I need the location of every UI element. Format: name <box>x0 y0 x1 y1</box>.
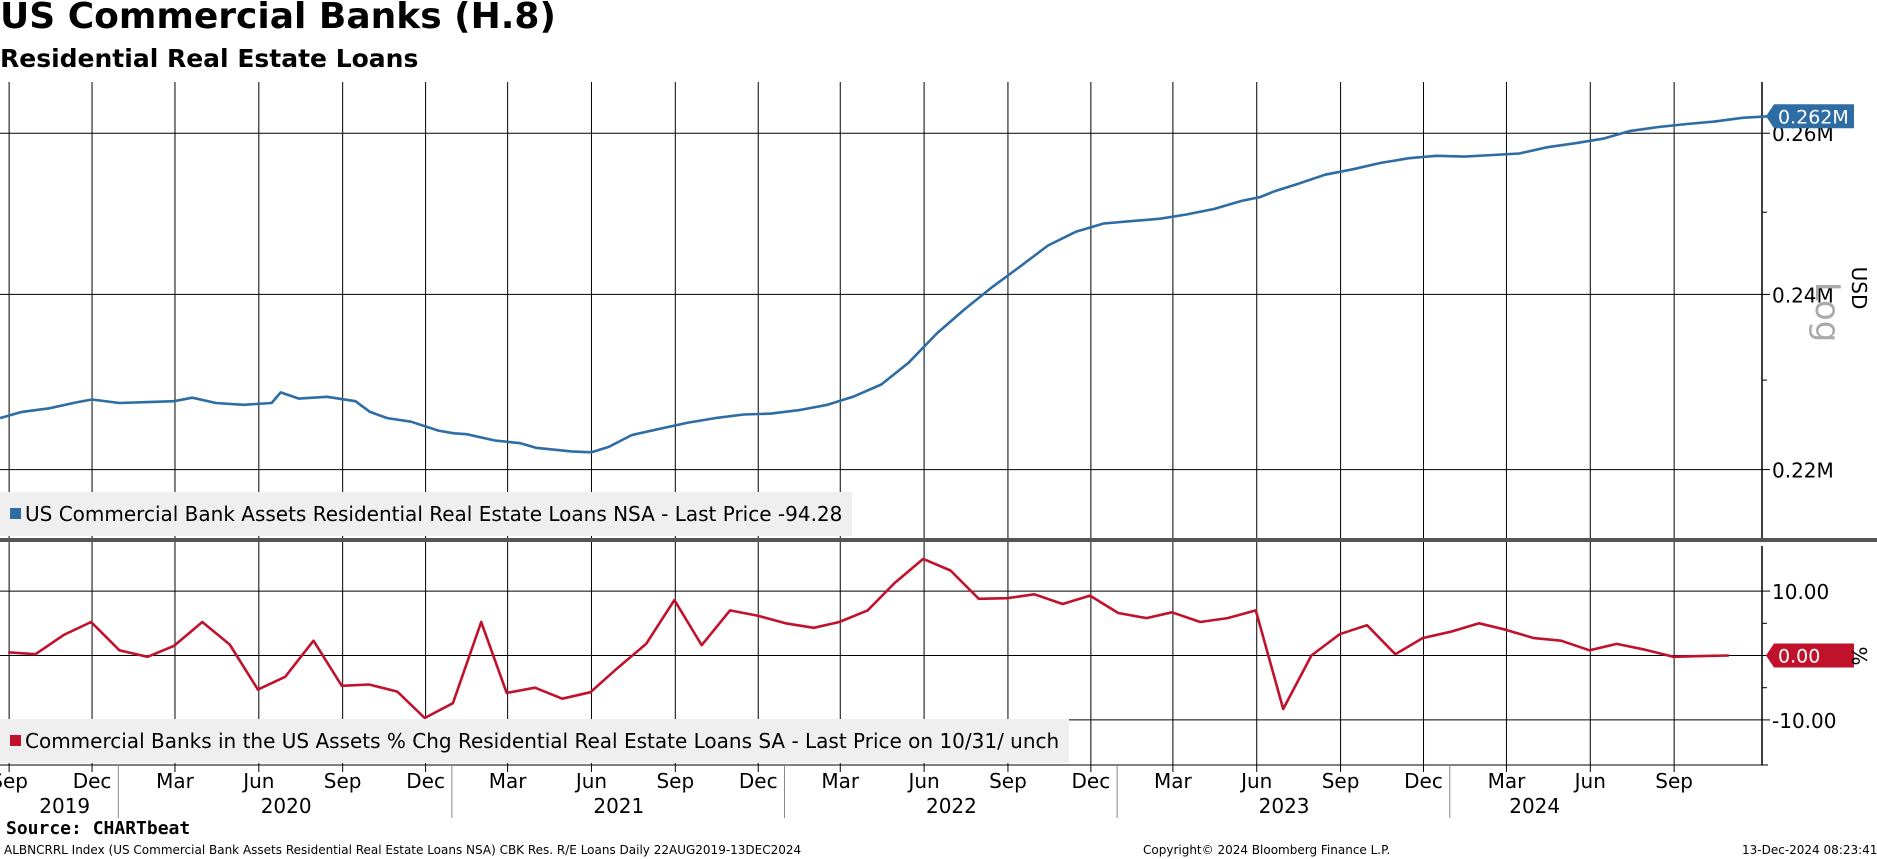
x-year-label: 2023 <box>1259 794 1310 818</box>
x-tick-label: Dec <box>739 769 778 793</box>
chart-subtitle: Residential Real Estate Loans <box>0 44 419 73</box>
legend-swatch-top <box>10 508 21 519</box>
series-line-top <box>0 115 1769 454</box>
x-tick-label: Dec <box>1404 769 1443 793</box>
x-tick-label: Sep <box>1655 769 1693 793</box>
scale-label-log: Log <box>1807 282 1847 343</box>
legend-swatch-bottom <box>10 735 21 746</box>
x-tick-label: Mar <box>821 769 860 793</box>
label-layer: 0.22M0.24M0.26M-10.000.0010.00SepDecMarJ… <box>0 104 1871 818</box>
x-tick-label: Mar <box>156 769 195 793</box>
y-tick-label-bottom: 10.00 <box>1772 580 1829 604</box>
last-value-badge-top-shape <box>1766 104 1854 129</box>
x-year-label: 2024 <box>1509 794 1560 818</box>
x-tick-label: Jun <box>241 769 274 793</box>
last-value-badge-bottom-text: 0.00 <box>1778 646 1820 668</box>
x-tick-label: Dec <box>73 769 112 793</box>
series-layer <box>0 115 1769 720</box>
x-tick-label: Sep <box>989 769 1027 793</box>
x-tick-label: Sep <box>656 769 694 793</box>
ticker-note: ALBNCRRL Index (US Commercial Bank Asset… <box>4 843 802 857</box>
x-tick-label: Dec <box>406 769 445 793</box>
x-tick-label: Sep <box>324 769 362 793</box>
panel-separator <box>0 538 1877 542</box>
x-tick-label: Mar <box>1154 769 1193 793</box>
last-value-badge-bottom-shape <box>1766 643 1854 668</box>
y-tick-label-top: 0.22M <box>1772 459 1834 483</box>
y-axis-title-bottom: % <box>1847 646 1871 665</box>
x-year-label: 2021 <box>593 794 644 818</box>
last-value-badge-top-text: 0.262M <box>1778 106 1849 128</box>
grid-layer <box>0 82 1762 765</box>
x-year-label: 2020 <box>261 794 312 818</box>
chart-title: US Commercial Banks (H.8) <box>0 0 556 37</box>
legend-bottom-label: Commercial Banks in the US Assets % Chg … <box>25 729 1060 753</box>
x-year-label: 2019 <box>39 794 90 818</box>
y-tick-label-bottom: -10.00 <box>1772 709 1836 733</box>
x-tick-label: Jun <box>1239 769 1272 793</box>
axis-layer <box>0 82 1877 818</box>
copyright-note: Copyright© 2024 Bloomberg Finance L.P. <box>1143 843 1391 857</box>
last-value-badge-bottom: 0.00 <box>1766 643 1854 668</box>
x-tick-label: Jun <box>1573 769 1606 793</box>
last-value-badge-top: 0.262M <box>1766 104 1854 129</box>
x-tick-label: Mar <box>1488 769 1527 793</box>
y-axis-title-top: USD <box>1847 267 1871 310</box>
source-note: Source: CHARTbeat <box>6 818 191 839</box>
y-tick-label-top: 0.24M <box>1772 283 1834 307</box>
x-tick-label: Dec <box>1072 769 1111 793</box>
x-tick-label: Jun <box>574 769 607 793</box>
x-year-label: 2022 <box>926 794 977 818</box>
legend-bottom: Commercial Banks in the US Assets % Chg … <box>0 719 1070 763</box>
timestamp-note: 13-Dec-2024 08:23:41 <box>1742 843 1877 857</box>
series-line-bottom <box>8 557 1729 720</box>
legend-top-label: US Commercial Bank Assets Residential Re… <box>25 502 843 526</box>
x-tick-label: Sep <box>1322 769 1360 793</box>
x-tick-label: Sep <box>0 769 28 793</box>
x-tick-label: Mar <box>489 769 528 793</box>
x-tick-label: Jun <box>906 769 939 793</box>
legend-top: US Commercial Bank Assets Residential Re… <box>0 492 853 536</box>
